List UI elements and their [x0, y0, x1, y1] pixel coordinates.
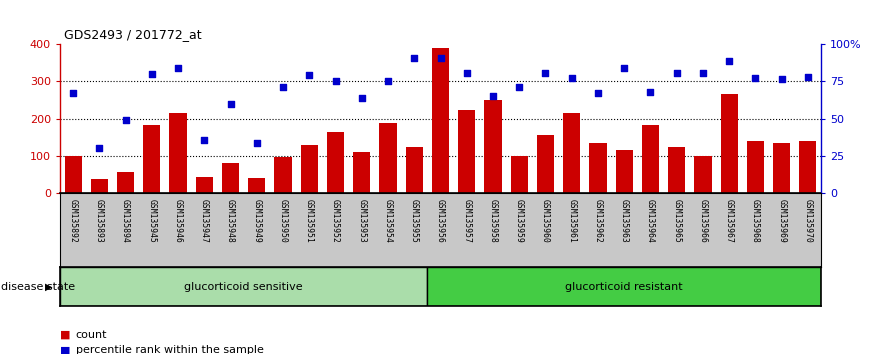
Text: GSM135956: GSM135956: [436, 199, 445, 243]
Text: GSM135946: GSM135946: [174, 199, 182, 243]
Point: [486, 93, 500, 99]
Bar: [642, 125, 659, 193]
Text: GSM135953: GSM135953: [358, 199, 366, 243]
Text: GSM135893: GSM135893: [95, 199, 104, 243]
Point: [407, 56, 421, 61]
Text: GSM135952: GSM135952: [331, 199, 340, 243]
Bar: [275, 157, 292, 193]
Text: GSM135945: GSM135945: [147, 199, 156, 243]
Bar: [196, 177, 213, 193]
Bar: [537, 135, 554, 193]
Point: [93, 145, 107, 151]
Point: [538, 70, 552, 76]
Text: GSM135951: GSM135951: [305, 199, 314, 243]
Bar: [117, 172, 134, 193]
Bar: [248, 178, 265, 193]
Point: [670, 70, 684, 76]
Point: [565, 76, 579, 81]
Text: GSM135967: GSM135967: [725, 199, 734, 243]
Point: [249, 141, 263, 146]
Text: count: count: [76, 330, 107, 339]
Point: [801, 74, 815, 80]
Point: [591, 91, 605, 96]
Bar: [799, 141, 817, 193]
Text: ■: ■: [60, 346, 70, 354]
Bar: [427, 267, 821, 306]
Point: [355, 95, 369, 101]
Bar: [144, 125, 160, 193]
Text: percentile rank within the sample: percentile rank within the sample: [76, 346, 263, 354]
Bar: [721, 95, 737, 193]
Bar: [432, 48, 449, 193]
Bar: [353, 152, 370, 193]
Point: [696, 70, 710, 76]
Text: GDS2493 / 201772_at: GDS2493 / 201772_at: [64, 28, 202, 41]
Point: [224, 102, 238, 107]
Text: GSM135894: GSM135894: [121, 199, 130, 243]
Bar: [694, 156, 712, 193]
Text: GSM135959: GSM135959: [515, 199, 523, 243]
Point: [144, 71, 159, 77]
Bar: [60, 267, 427, 306]
Point: [197, 137, 211, 143]
Text: GSM135948: GSM135948: [226, 199, 235, 243]
Text: GSM135964: GSM135964: [646, 199, 655, 243]
Text: GSM135892: GSM135892: [69, 199, 78, 243]
Bar: [511, 156, 528, 193]
Text: GSM135966: GSM135966: [699, 199, 707, 243]
Text: GSM135961: GSM135961: [567, 199, 576, 243]
Text: GSM135965: GSM135965: [672, 199, 681, 243]
Bar: [327, 132, 344, 193]
Point: [276, 84, 290, 90]
Bar: [169, 113, 187, 193]
Text: GSM135960: GSM135960: [541, 199, 550, 243]
Bar: [563, 113, 581, 193]
Point: [460, 70, 474, 76]
Text: GSM135963: GSM135963: [619, 199, 629, 243]
Text: GSM135947: GSM135947: [200, 199, 209, 243]
Point: [302, 72, 316, 78]
Point: [722, 58, 737, 64]
Text: ▶: ▶: [45, 282, 53, 292]
Text: GSM135970: GSM135970: [803, 199, 812, 243]
Point: [774, 76, 788, 82]
Point: [749, 75, 763, 80]
Point: [329, 79, 343, 84]
Bar: [380, 123, 396, 193]
Bar: [668, 147, 685, 193]
Bar: [747, 141, 764, 193]
Text: GSM135954: GSM135954: [383, 199, 393, 243]
Bar: [91, 179, 107, 193]
Text: GSM135969: GSM135969: [777, 199, 786, 243]
Text: glucorticoid sensitive: glucorticoid sensitive: [184, 282, 303, 292]
Point: [381, 79, 395, 84]
Text: GSM135955: GSM135955: [410, 199, 418, 243]
Point: [433, 56, 448, 61]
Text: GSM135968: GSM135968: [751, 199, 760, 243]
Text: glucorticoid resistant: glucorticoid resistant: [566, 282, 683, 292]
Point: [643, 89, 657, 95]
Point: [618, 65, 632, 70]
Point: [171, 65, 185, 70]
Bar: [616, 150, 633, 193]
Point: [118, 117, 132, 122]
Bar: [589, 143, 606, 193]
Point: [66, 90, 80, 96]
Bar: [222, 163, 239, 193]
Point: [512, 84, 526, 90]
Text: GSM135957: GSM135957: [463, 199, 471, 243]
Text: GSM135949: GSM135949: [252, 199, 262, 243]
Text: GSM135958: GSM135958: [488, 199, 498, 243]
Bar: [64, 156, 82, 193]
Text: ■: ■: [60, 330, 70, 339]
Text: disease state: disease state: [1, 282, 75, 292]
Bar: [458, 110, 475, 193]
Bar: [774, 143, 790, 193]
Bar: [406, 147, 423, 193]
Bar: [485, 100, 501, 193]
Bar: [300, 145, 318, 193]
Text: GSM135962: GSM135962: [594, 199, 603, 243]
Text: GSM135950: GSM135950: [278, 199, 287, 243]
